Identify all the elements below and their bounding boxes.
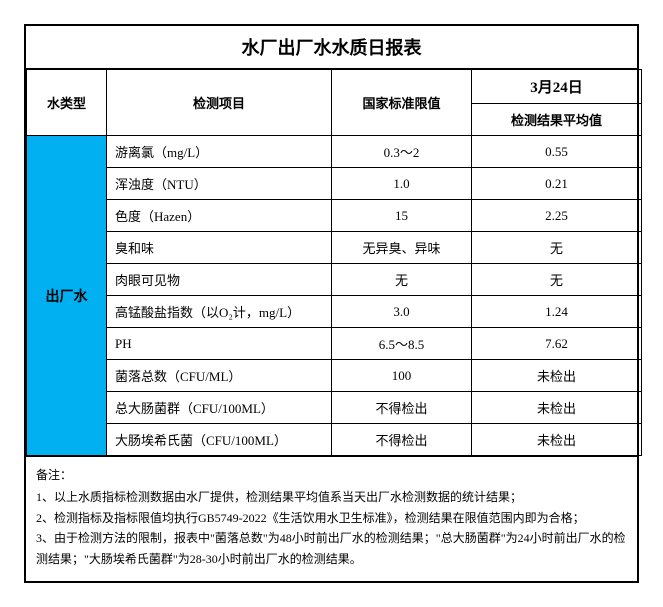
- result-cell: 0.21: [472, 168, 642, 200]
- table-row: 总大肠菌群（CFU/100ML）不得检出未检出: [27, 392, 642, 424]
- result-cell: 无: [472, 264, 642, 296]
- result-cell: 1.24: [472, 296, 642, 328]
- item-cell: 总大肠菌群（CFU/100ML）: [107, 392, 332, 424]
- notes-line: 1、以上水质指标检测数据由水厂提供，检测结果平均值系当天出厂水检测数据的统计结果…: [36, 487, 627, 507]
- result-cell: 2.25: [472, 200, 642, 232]
- result-cell: 未检出: [472, 424, 642, 456]
- data-table: 水类型 检测项目 国家标准限值 3月24日 检测结果平均值 出厂水游离氯（mg/…: [26, 69, 642, 456]
- notes-section: 备注： 1、以上水质指标检测数据由水厂提供，检测结果平均值系当天出厂水检测数据的…: [26, 456, 637, 581]
- table-row: PH6.5～8.57.62: [27, 328, 642, 360]
- result-cell: 未检出: [472, 392, 642, 424]
- limit-cell: 0.3～2: [332, 136, 472, 168]
- item-cell: PH: [107, 328, 332, 360]
- limit-cell: 100: [332, 360, 472, 392]
- limit-cell: 6.5～8.5: [332, 328, 472, 360]
- header-item: 检测项目: [107, 70, 332, 136]
- header-date: 3月24日: [472, 70, 642, 104]
- result-cell: 0.55: [472, 136, 642, 168]
- item-cell: 肉眼可见物: [107, 264, 332, 296]
- limit-cell: 无: [332, 264, 472, 296]
- item-cell: 浑浊度（NTU）: [107, 168, 332, 200]
- table-row: 肉眼可见物无无: [27, 264, 642, 296]
- table-row: 高锰酸盐指数（以O₂计，mg/L）3.01.24: [27, 296, 642, 328]
- limit-cell: 1.0: [332, 168, 472, 200]
- header-limit: 国家标准限值: [332, 70, 472, 136]
- item-cell: 大肠埃希氏菌（CFU/100ML）: [107, 424, 332, 456]
- header-type: 水类型: [27, 70, 107, 136]
- result-cell: 未检出: [472, 360, 642, 392]
- table-row: 大肠埃希氏菌（CFU/100ML）不得检出未检出: [27, 424, 642, 456]
- limit-cell: 不得检出: [332, 424, 472, 456]
- notes-line: 3、由于检测方法的限制，报表中"菌落总数"为48小时前出厂水的检测结果；"总大肠…: [36, 528, 627, 569]
- header-row-1: 水类型 检测项目 国家标准限值 3月24日: [27, 70, 642, 104]
- item-cell: 臭和味: [107, 232, 332, 264]
- report-title: 水厂出厂水水质日报表: [26, 26, 637, 69]
- table-row: 色度（Hazen）152.25: [27, 200, 642, 232]
- result-cell: 无: [472, 232, 642, 264]
- item-cell: 色度（Hazen）: [107, 200, 332, 232]
- notes-line: 2、检测指标及指标限值均执行GB5749-2022《生活饮用水卫生标准》，检测结…: [36, 508, 627, 528]
- table-row: 浑浊度（NTU）1.00.21: [27, 168, 642, 200]
- item-cell: 游离氯（mg/L）: [107, 136, 332, 168]
- item-cell: 高锰酸盐指数（以O₂计，mg/L）: [107, 296, 332, 328]
- table-body: 出厂水游离氯（mg/L）0.3～20.55浑浊度（NTU）1.00.21色度（H…: [27, 136, 642, 456]
- table-row: 菌落总数（CFU/ML）100未检出: [27, 360, 642, 392]
- limit-cell: 3.0: [332, 296, 472, 328]
- table-row: 臭和味无异臭、异味无: [27, 232, 642, 264]
- limit-cell: 15: [332, 200, 472, 232]
- water-type-cell: 出厂水: [27, 136, 107, 456]
- limit-cell: 不得检出: [332, 392, 472, 424]
- limit-cell: 无异臭、异味: [332, 232, 472, 264]
- item-cell: 菌落总数（CFU/ML）: [107, 360, 332, 392]
- result-cell: 7.62: [472, 328, 642, 360]
- notes-title: 备注：: [36, 465, 627, 485]
- report-container: 水厂出厂水水质日报表 水类型 检测项目 国家标准限值 3月24日 检测结果平均值…: [24, 24, 639, 583]
- header-result: 检测结果平均值: [472, 104, 642, 136]
- table-row: 出厂水游离氯（mg/L）0.3～20.55: [27, 136, 642, 168]
